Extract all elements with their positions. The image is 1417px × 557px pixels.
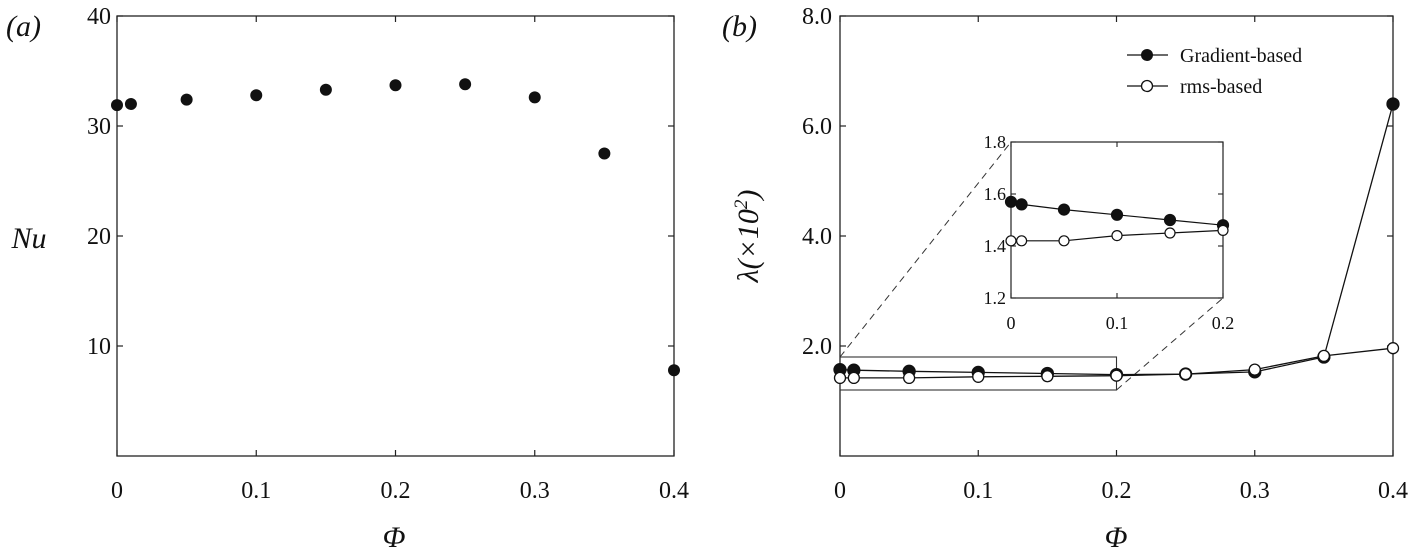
inset-gradient-point (1163, 213, 1177, 227)
panel-b-series-line (839, 103, 1394, 376)
panel-b-label: (b) (722, 10, 757, 43)
legend-marker-rms (1140, 79, 1154, 93)
panel-b-y-axis-label-close: ) (732, 190, 765, 202)
inset-rms-point (1015, 235, 1028, 247)
inset-gradient-point (1110, 208, 1124, 221)
panel-b-x-tick-label: 0.2 (1102, 478, 1132, 504)
panel-a-data-point (180, 93, 193, 106)
panel-a-x-tick-label: 0 (111, 478, 123, 504)
panel-a-points (111, 78, 680, 377)
panel-b-x-tick-label: 0.1 (963, 478, 993, 504)
inset-series (1004, 195, 1230, 247)
panel-a-y-tick-label: 10 (87, 334, 111, 360)
inset-y-tick-label: 1.6 (984, 184, 1007, 204)
panel-a-data-point (111, 99, 123, 112)
inset-rms-point (1005, 235, 1017, 247)
legend-label-rms: rms-based (1180, 76, 1262, 98)
panel-b-series (833, 97, 1400, 385)
panel-b-rms-point (1041, 370, 1054, 383)
inset-y-tick-label: 1.4 (984, 236, 1007, 256)
panel-a-y-axis-label: Nu (10, 222, 46, 255)
panel-b-rms-point (847, 371, 860, 385)
inset-y-ticks: 1.2 1.4 1.6 1.8 (984, 132, 1223, 308)
panel-b-rms-point (1179, 367, 1192, 381)
legend: Gradient-based rms-based (1127, 45, 1302, 98)
panel-b-x-axis-label: Φ (1105, 521, 1128, 554)
panel-a-data-point (528, 91, 541, 104)
panel-b-rms-point (1386, 342, 1400, 355)
panel-b-y-ticks: 2.0 4.0 6.0 8.0 (802, 4, 1393, 360)
panel-b-y-tick-label: 2.0 (802, 334, 832, 360)
panel-b-gradient-point (1386, 97, 1400, 111)
panel-a-data-point (250, 89, 263, 102)
panel-a-y-tick-label: 40 (87, 4, 111, 30)
legend-label-gradient: Gradient-based (1180, 45, 1302, 67)
inset-y-tick-label: 1.2 (984, 288, 1007, 308)
panel-a: (a) 0 0.1 0.2 0.3 0.4 10 20 30 40 Φ Nu (6, 4, 689, 554)
panel-b-rms-point (902, 371, 916, 385)
panel-a-y-tick-label: 30 (87, 114, 111, 140)
inset: 0 0.1 0.2 1.2 1.4 1.6 1.8 (984, 132, 1235, 333)
inset-gradient-point (1004, 195, 1018, 208)
panel-b-rms-point (1317, 349, 1331, 363)
inset-x-ticks: 0 0.1 0.2 (1007, 142, 1235, 333)
panel-b-y-tick-label: 6.0 (802, 114, 832, 140)
panel-a-x-tick-label: 0.1 (241, 478, 271, 504)
panel-b-x-tick-label: 0.3 (1240, 478, 1270, 504)
panel-b-series-line (840, 347, 1394, 379)
panel-b-rms-point (1110, 369, 1123, 382)
panel-a-data-point (124, 98, 137, 110)
zoom-connector (1116, 297, 1224, 391)
panel-a-x-tick-label: 0.4 (659, 478, 689, 504)
panel-b-rms-point (1248, 363, 1261, 376)
panel-b-x-tick-label: 0.4 (1378, 478, 1408, 504)
inset-y-tick-label: 1.8 (984, 132, 1007, 152)
panel-a-data-point (668, 364, 680, 377)
panel-a-data-point (598, 147, 611, 160)
inset-gradient-point (1057, 203, 1071, 216)
panel-a-x-axis-label: Φ (383, 521, 406, 554)
zoom-connector (839, 141, 1012, 358)
panel-a-data-point (459, 78, 472, 91)
panel-a-label: (a) (6, 10, 41, 43)
panel-b-y-axis-label-main: λ(×10 (732, 209, 765, 283)
panel-b-y-axis-label: λ(×102) (731, 190, 765, 284)
inset-x-tick-label: 0.1 (1106, 313, 1129, 333)
panel-b-x-ticks: 0 0.1 0.2 0.3 0.4 (834, 16, 1408, 504)
legend-marker-gradient (1141, 49, 1153, 61)
panel-a-data-point (319, 83, 332, 96)
inset-x-tick-label: 0.2 (1212, 313, 1235, 333)
panel-a-y-ticks: 10 20 30 40 (87, 4, 674, 360)
inset-rms-point (1164, 227, 1176, 239)
inset-rms-point (1058, 235, 1070, 247)
panel-a-x-ticks: 0 0.1 0.2 0.3 0.4 (111, 16, 689, 504)
inset-rms-point (1217, 224, 1229, 236)
panel-b-y-axis-label-sup: 2 (731, 199, 752, 209)
panel-b-x-tick-label: 0 (834, 478, 846, 504)
panel-b: (b) 0 0.1 0.2 0.3 0.4 2.0 4.0 6.0 8.0 Φ λ(×102)… (722, 4, 1408, 554)
inset-rms-point (1111, 230, 1123, 242)
panel-b-y-tick-label: 8.0 (802, 4, 832, 30)
panel-b-y-tick-label: 4.0 (802, 224, 832, 250)
panel-b-rms-point (972, 370, 985, 383)
panel-b-rms-point (833, 371, 847, 385)
panel-a-data-point (389, 79, 402, 92)
panel-a-y-tick-label: 20 (87, 224, 111, 250)
panel-a-x-tick-label: 0.2 (381, 478, 411, 504)
inset-x-tick-label: 0 (1007, 313, 1016, 333)
inset-gradient-point (1015, 198, 1028, 211)
panel-a-x-tick-label: 0.3 (520, 478, 550, 504)
